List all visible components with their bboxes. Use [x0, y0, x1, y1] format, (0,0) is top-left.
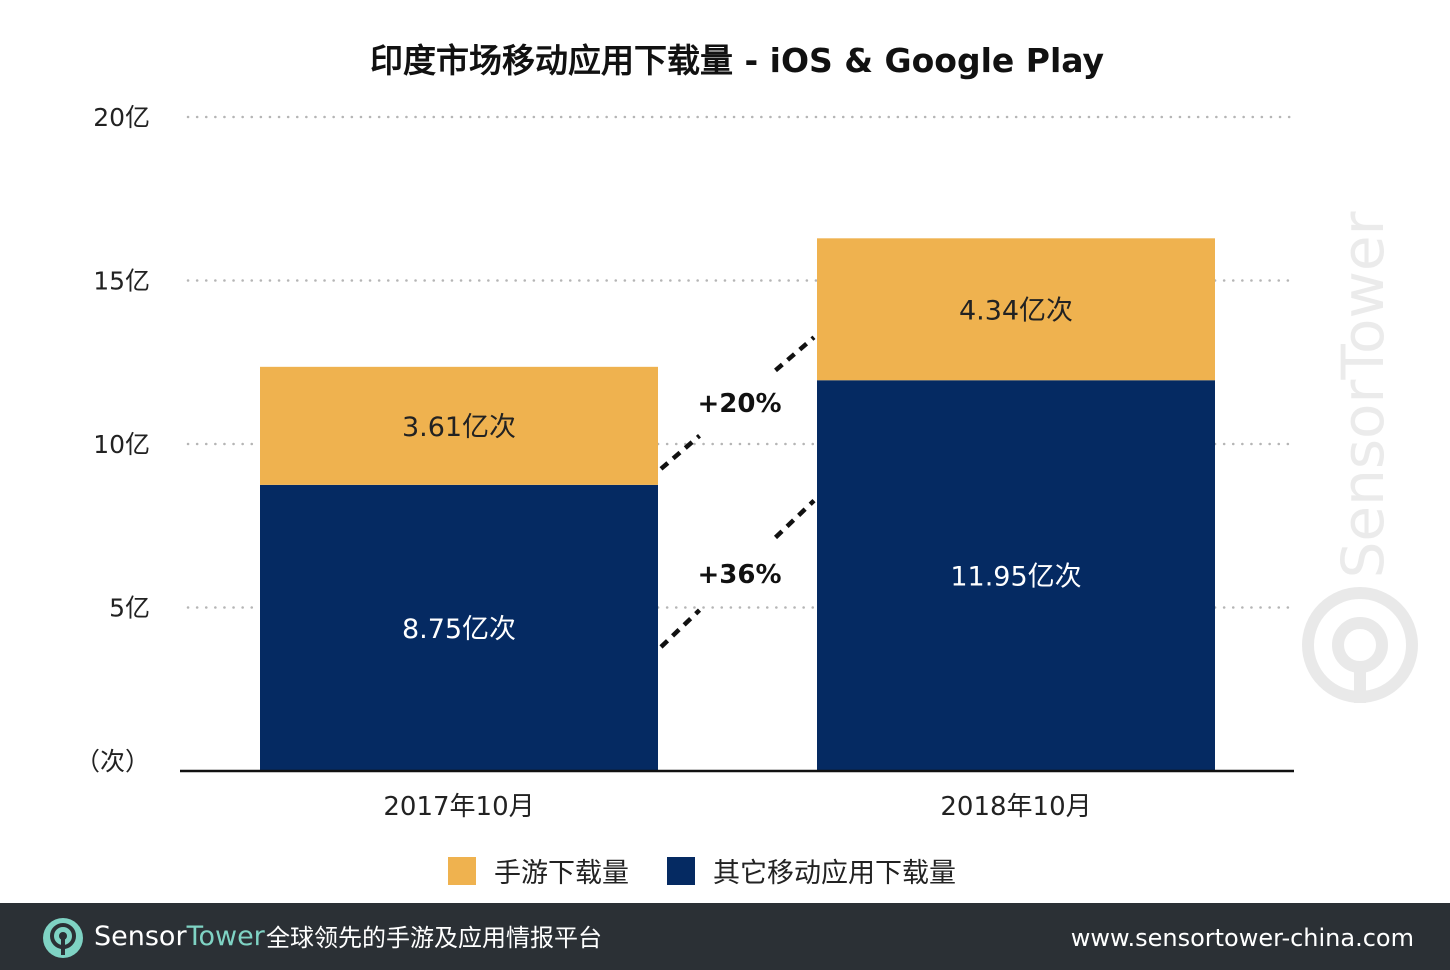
- growth-connector-line: [773, 498, 816, 540]
- chart-title: 印度市场移动应用下载量 - iOS & Google Play: [370, 41, 1104, 80]
- x-tick-label: 2018年10月: [940, 792, 1091, 822]
- y-axis-ticks: 5亿 10亿 15亿 20亿: [93, 103, 150, 623]
- legend-swatch: [448, 857, 476, 885]
- bar-value-label: 4.34亿次: [959, 295, 1073, 326]
- footer-url[interactable]: www.sensortower-china.com: [1070, 924, 1414, 952]
- grid-lines: [186, 115, 1292, 609]
- footer-brand-sensor: Sensor: [94, 921, 187, 952]
- legend-swatch: [667, 857, 695, 885]
- x-axis-ticks: 2017年10月 2018年10月: [383, 792, 1091, 822]
- bars: [260, 238, 1215, 771]
- footer-brand: SensorTower: [94, 917, 265, 957]
- watermark-text: SensorTower: [1329, 211, 1397, 578]
- bar-segment: [817, 380, 1215, 771]
- bar-segment: [260, 484, 658, 771]
- bar-segment: [817, 238, 1215, 381]
- watermark: SensorTower: [1302, 211, 1418, 703]
- bar-segment: [260, 366, 658, 485]
- legend-label: 手游下载量: [494, 858, 629, 889]
- bar-value-label: 8.75亿次: [402, 614, 516, 645]
- growth-label: +20%: [697, 389, 781, 419]
- bar-value-labels: 8.75亿次 3.61亿次 11.95亿次 4.34亿次: [402, 295, 1082, 645]
- y-tick-label: 10亿: [93, 430, 150, 459]
- growth-connectors: +20% +36%: [659, 335, 816, 649]
- watermark-logo-icon: [1302, 587, 1418, 703]
- y-tick-label: 15亿: [93, 267, 150, 296]
- sensortower-logo-icon: [43, 918, 83, 958]
- y-tick-label: 5亿: [109, 594, 150, 623]
- growth-connector-line: [774, 335, 816, 373]
- bar-value-label: 3.61亿次: [402, 412, 516, 443]
- chart: SensorTower 印度市场移动应用下载量 - iOS & Google P…: [75, 41, 1418, 889]
- y-axis-unit-label: （次）: [75, 747, 150, 776]
- growth-label: +36%: [697, 560, 781, 590]
- bar-value-label: 11.95亿次: [950, 562, 1081, 593]
- legend: 手游下载量 其它移动应用下载量: [448, 857, 956, 889]
- growth-connector-line: [659, 434, 701, 471]
- growth-connector-line: [659, 608, 702, 649]
- x-tick-label: 2017年10月: [383, 792, 534, 822]
- footer-tagline: 全球领先的手游及应用情报平台: [266, 924, 602, 952]
- legend-label: 其它移动应用下载量: [713, 858, 956, 889]
- footer-brand-tower: Tower: [186, 921, 265, 952]
- footer-bar: SensorTower 全球领先的手游及应用情报平台 www.sensortow…: [0, 903, 1450, 970]
- y-tick-label: 20亿: [93, 103, 150, 132]
